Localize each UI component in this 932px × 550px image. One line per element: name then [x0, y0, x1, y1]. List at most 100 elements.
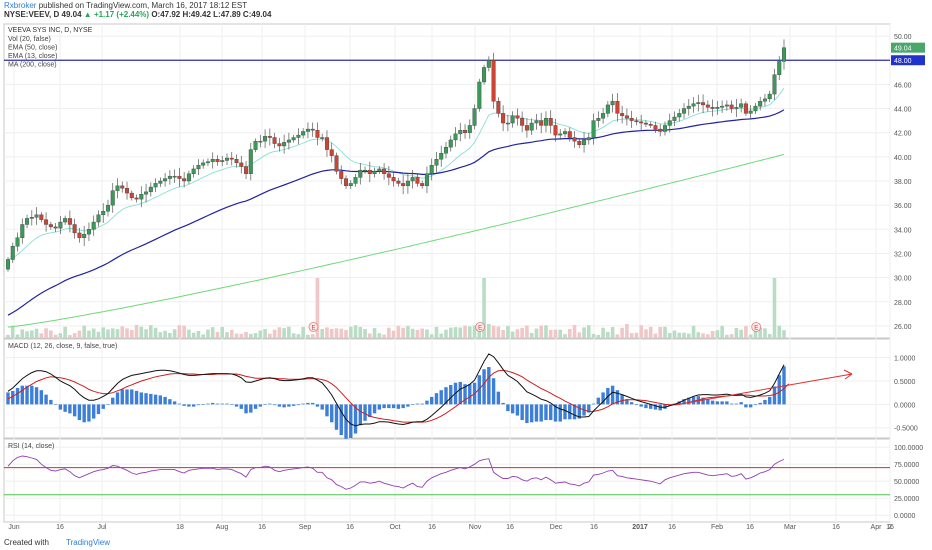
macd-histogram-bar	[563, 404, 567, 420]
candle-body	[201, 162, 206, 166]
volume-bar	[229, 329, 234, 338]
macd-histogram-bar	[506, 404, 510, 412]
candle-body	[777, 61, 782, 75]
y-tick-label: 34.00	[894, 227, 912, 234]
volume-bar	[296, 334, 301, 338]
macd-histogram-bar	[525, 404, 529, 424]
macd-histogram-bar	[758, 402, 762, 405]
candle-body	[324, 137, 329, 150]
candle-body	[448, 139, 453, 148]
volume-bar	[615, 334, 620, 338]
volume-bar	[515, 329, 520, 338]
x-tick-label: 16	[258, 524, 266, 531]
volume-bar	[110, 328, 115, 338]
candle-body	[215, 159, 220, 162]
x-tick-label: 16	[746, 524, 754, 531]
volume-bar	[20, 329, 25, 338]
volume-bar	[39, 333, 44, 338]
candle-body	[20, 224, 25, 238]
candle-body	[686, 105, 691, 109]
macd-tick-label: -0.5000	[894, 426, 918, 433]
candle-body	[753, 105, 758, 112]
macd-histogram-bar	[401, 404, 405, 409]
volume-bar	[201, 334, 205, 338]
candle-body	[620, 113, 625, 116]
volume-bar	[567, 329, 572, 338]
indicator-label: MA (200, close)	[8, 62, 57, 69]
macd-histogram-bar	[710, 400, 715, 405]
candle-body	[491, 60, 496, 102]
candle-body	[724, 104, 729, 107]
tradingview-link[interactable]: TradingView	[66, 538, 111, 547]
volume-bar	[406, 325, 410, 338]
macd-histogram-bar	[782, 366, 786, 405]
x-tick-label: 2	[888, 524, 892, 531]
volume-bar	[325, 327, 329, 338]
macd-histogram-bar	[149, 393, 153, 405]
macd-histogram-bar	[310, 402, 315, 405]
macd-histogram-bar	[729, 403, 734, 405]
candle-body	[77, 232, 82, 238]
macd-histogram-bar	[125, 389, 129, 405]
macd-histogram-bar	[372, 404, 377, 414]
macd-histogram-bar	[72, 404, 77, 417]
volume-bar	[168, 332, 172, 338]
candle-body	[577, 140, 582, 145]
candle-body	[25, 218, 30, 225]
macd-histogram-bar	[344, 404, 348, 439]
macd-histogram-bar	[239, 404, 243, 409]
candle-body	[329, 149, 334, 156]
price-pane-title: VEEVA SYS INC, D, NYSE	[8, 27, 93, 34]
macd-histogram-bar	[325, 404, 329, 417]
volume-bar	[739, 329, 743, 338]
volume-bar	[82, 325, 86, 338]
macd-histogram-bar	[196, 404, 201, 406]
volume-bar	[153, 327, 158, 338]
candle-body	[420, 183, 425, 187]
volume-bar	[358, 326, 363, 338]
candle-body	[358, 169, 363, 178]
y-tick-label: 44.00	[894, 107, 912, 114]
volume-bar	[10, 325, 15, 338]
macd-histogram-bar	[334, 404, 339, 430]
macd-histogram-bar	[748, 404, 753, 408]
macd-histogram-bar	[734, 403, 739, 405]
volume-bar	[677, 332, 682, 338]
volume-bar	[772, 278, 777, 338]
volume-bar	[225, 332, 229, 338]
candle-body	[153, 183, 158, 188]
macd-histogram-bar	[91, 404, 96, 419]
volume-bar	[377, 333, 382, 338]
macd-histogram-bar	[458, 381, 462, 405]
chart-canvas[interactable]: 26.00 28.00 30.00 32.00 34.00 36.00 38.00 40.00…	[0, 20, 932, 535]
macd-histogram-bar	[387, 404, 391, 409]
volume-bar	[25, 331, 29, 338]
author-link[interactable]: Rxbroker	[4, 1, 37, 10]
candle-body	[543, 117, 548, 126]
volume-bar	[548, 329, 553, 338]
macd-histogram-bar	[520, 404, 524, 421]
candle-body	[272, 137, 277, 144]
volume-bar	[301, 326, 305, 338]
macd-histogram-bar	[296, 404, 301, 406]
candle-body	[334, 155, 339, 172]
macd-histogram-bar	[68, 404, 72, 414]
x-tick-label: Jun	[8, 524, 19, 531]
volume-bar	[553, 329, 558, 338]
candle-body	[34, 214, 39, 218]
macd-histogram-bar	[501, 402, 505, 405]
volume-bar	[525, 325, 529, 338]
macd-histogram-bar	[291, 404, 296, 406]
candle-body	[662, 125, 667, 132]
candle-body	[415, 177, 420, 184]
x-tick-label: Feb	[711, 524, 723, 531]
volume-bar	[172, 329, 177, 338]
candle-body	[182, 178, 187, 182]
candle-body	[244, 166, 249, 174]
candle-body	[139, 194, 144, 200]
macd-histogram-bar	[25, 385, 29, 405]
volume-bar	[106, 329, 110, 338]
last-price-label: 49.04	[894, 46, 912, 53]
rsi-layer: RSI (14, close)	[4, 443, 890, 496]
price-label-layer: 48.00 49.04	[891, 42, 925, 66]
